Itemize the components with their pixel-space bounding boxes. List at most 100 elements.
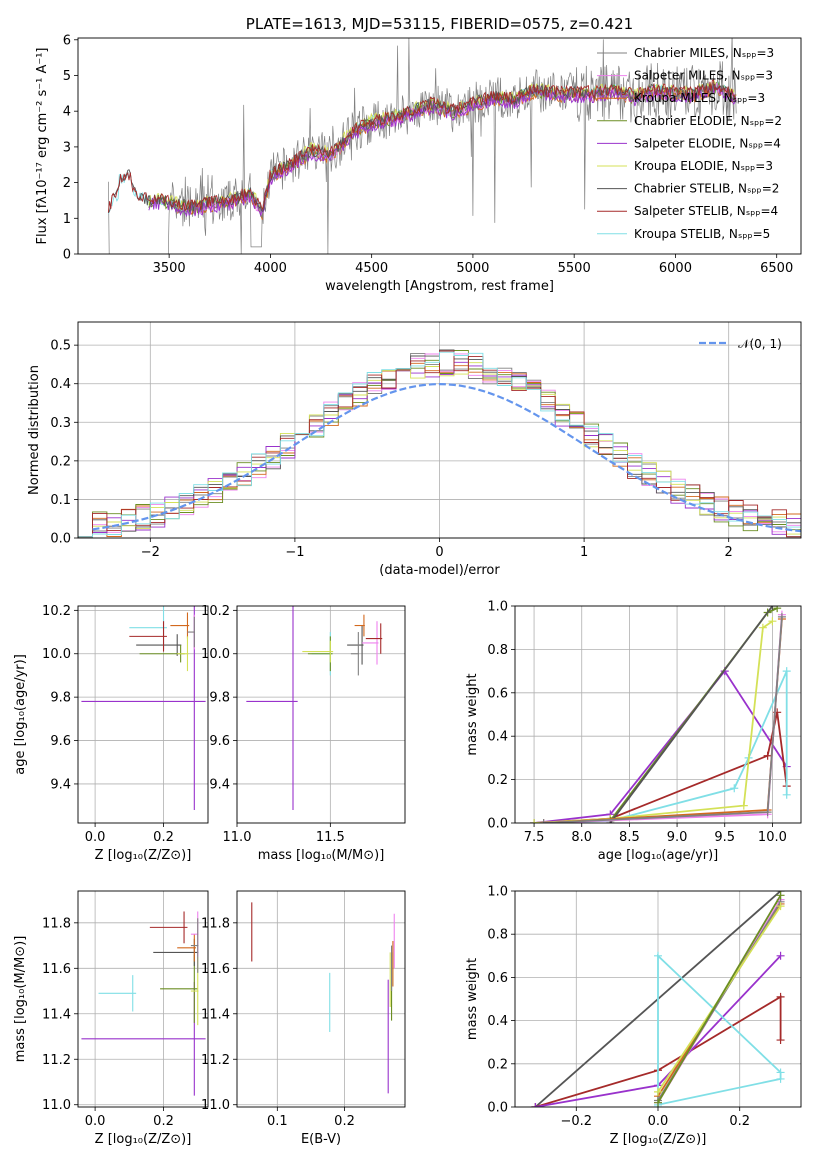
mass-vs-ebv-panel: 0.1 0.2 11.0 11.2 11.4 11.6 11.8 E(B-V) <box>201 890 406 1147</box>
y-tick-label: 11.2 <box>201 1053 230 1068</box>
massweight-vs-age-panel: 7.5 8.0 8.5 9.0 9.5 10.0 0.0 0.2 0.4 0.6 0.8 1.0 age… <box>465 600 802 863</box>
x-axis-label: Z [log₁₀(Z/Z⊙)] <box>610 1132 707 1147</box>
y-tick-label: 9.4 <box>50 777 71 792</box>
y-axis-label: mass weight <box>465 958 480 1040</box>
y-tick-label: 0.4 <box>487 1014 508 1029</box>
x-tick-label: 6000 <box>659 261 692 276</box>
x-axis-label: Z [log₁₀(Z/Z⊙)] <box>95 848 192 863</box>
y-tick-label: 9.8 <box>50 691 71 706</box>
y-axis-label: age [log₁₀(age/yr)] <box>13 654 28 775</box>
y-axis-label: mass [log₁₀(M/M⊙)] <box>13 936 28 1063</box>
y-tick-label: 9.6 <box>50 734 71 749</box>
y-tick-label: 0 <box>63 248 71 263</box>
y-tick-label: 10.2 <box>42 604 71 619</box>
series-marker-KroupaSTELIB <box>782 667 791 676</box>
x-axis-label: (data-model)/error <box>379 563 500 578</box>
y-tick-label: 0.4 <box>487 730 508 745</box>
y-tick-label: 0.4 <box>50 377 71 392</box>
series-marker-ChabrierELODIE <box>776 891 785 900</box>
series-line-ChabrierELODIE <box>657 894 782 1104</box>
age-vs-mass-panel: 11.0 11.5 9.4 9.6 9.8 10.0 10.2 mass [log₁₀(M/M… <box>201 604 406 863</box>
y-tick-label: 2 <box>63 176 71 191</box>
y-tick-label: 9.8 <box>209 691 230 706</box>
x-tick-label: 0.0 <box>648 1114 669 1129</box>
legend-label: Salpeter MILES, Nₛₚₚ=3 <box>634 69 773 83</box>
x-tick-label: 10.0 <box>758 830 787 845</box>
y-tick-label: 1 <box>63 212 71 227</box>
x-tick-label: 7.5 <box>524 830 545 845</box>
series-line-KroupaSTELIB <box>657 953 782 1107</box>
series-marker-KroupaSTELIB <box>776 1074 785 1083</box>
y-tick-label: 11.2 <box>42 1053 71 1068</box>
x-tick-label: 8.0 <box>571 830 592 845</box>
x-tick-label: 0 <box>435 545 443 560</box>
axes-frame <box>236 605 406 824</box>
y-tick-label: 6 <box>63 33 71 48</box>
y-tick-label: 0.2 <box>487 1057 508 1072</box>
x-tick-label: 0.2 <box>153 1114 174 1129</box>
x-axis-label: E(B-V) <box>301 1132 341 1147</box>
series-marker-ChabrierMILES <box>763 808 772 817</box>
y-tick-label: 11.0 <box>201 1098 230 1113</box>
series-marker-ChabrierSTELIB <box>768 606 777 610</box>
series-marker-KroupaELODIE <box>739 801 748 810</box>
mass-vs-metallicity-panel: 0.0 0.2 11.0 11.2 11.4 11.6 11.8 Z [log₁₀(Z/Z⊙)… <box>13 890 209 1147</box>
observed-spectrum-line <box>108 38 737 254</box>
x-tick-label: 5000 <box>456 261 489 276</box>
x-tick-label: −1 <box>285 545 304 560</box>
x-tick-label: 0.0 <box>85 830 106 845</box>
plot-area <box>531 891 785 1107</box>
legend-label: Chabrier ELODIE, Nₛₚₚ=2 <box>634 114 782 128</box>
y-tick-label: 0.6 <box>487 686 508 701</box>
x-tick-label: 0.1 <box>267 1114 288 1129</box>
series-marker-ChabrierMILES <box>539 819 548 823</box>
y-tick-label: 0.0 <box>487 817 508 832</box>
series-line-SalpeterELODIE <box>533 669 788 823</box>
y-tick-label: 10.0 <box>201 647 230 662</box>
legend-label: Salpeter ELODIE, Nₛₚₚ=4 <box>634 136 781 150</box>
legend-label: Chabrier STELIB, Nₛₚₚ=2 <box>634 182 779 196</box>
axes-frame <box>514 890 802 1108</box>
y-tick-label: 11.6 <box>42 962 71 977</box>
y-tick-label: 11.4 <box>201 1007 230 1022</box>
x-tick-label: 4500 <box>355 261 388 276</box>
series-line-SalpeterSTELIB <box>535 995 782 1107</box>
x-tick-label: −2 <box>141 545 160 560</box>
series-marker-KroupaSTELIB <box>730 784 739 793</box>
y-tick-label: 1.0 <box>487 600 508 615</box>
x-tick-label: 4000 <box>254 261 287 276</box>
plot-area <box>78 349 801 538</box>
series-marker-SalpeterSTELIB <box>763 751 772 760</box>
y-tick-label: 11.8 <box>42 916 71 931</box>
x-tick-label: 9.0 <box>667 830 688 845</box>
axes-frame <box>77 890 209 1108</box>
y-tick-label: 0.6 <box>487 971 508 986</box>
legend-label: Salpeter STELIB, Nₛₚₚ=4 <box>634 204 778 218</box>
legend-label: Kroupa ELODIE, Nₛₚₚ=3 <box>634 159 773 173</box>
series-marker-SalpeterSTELIB <box>776 1036 785 1045</box>
y-tick-label: 9.6 <box>209 734 230 749</box>
series-marker-KroupaELODIE <box>530 819 539 823</box>
y-tick-label: 0.5 <box>50 339 71 354</box>
y-axis-label: Flux [fλ10⁻¹⁷ erg cm⁻² s⁻¹ A⁻¹] <box>35 48 50 245</box>
histogram-KroupaSTELIB <box>78 351 801 538</box>
y-axis-label: mass weight <box>465 673 480 755</box>
y-tick-label: 0.2 <box>487 773 508 788</box>
plot-area <box>107 38 737 254</box>
series-line-KroupaELODIE <box>534 620 773 823</box>
series-marker-SalpeterELODIE <box>531 1103 540 1107</box>
axes-frame <box>77 605 209 824</box>
y-tick-label: 9.4 <box>209 777 230 792</box>
axes-frame <box>77 321 802 539</box>
series-marker-KroupaSTELIB <box>654 951 662 960</box>
x-tick-label: 0.2 <box>729 1114 750 1129</box>
x-tick-label: 1 <box>580 545 588 560</box>
y-tick-label: 5 <box>63 69 71 84</box>
x-axis-label: wavelength [Angstrom, rest frame] <box>325 279 554 294</box>
x-tick-label: −0.2 <box>560 1114 592 1129</box>
y-tick-label: 0.8 <box>487 928 508 943</box>
axes-frame <box>236 890 406 1108</box>
series-marker-KroupaELODIE <box>768 617 777 626</box>
series-marker-ChabrierMILES <box>777 612 786 621</box>
